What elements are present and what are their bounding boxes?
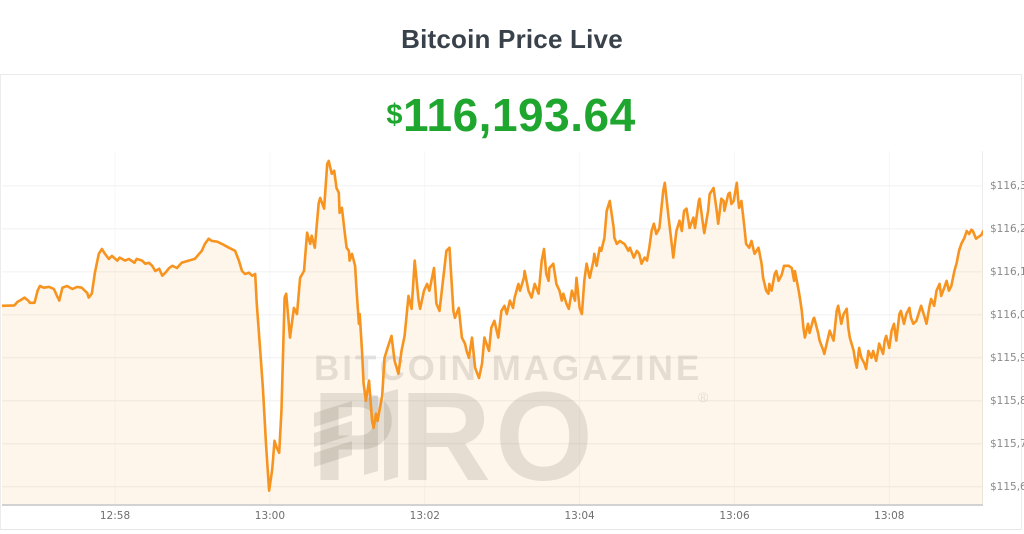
x-axis-tick-label: 12:58 (99, 510, 131, 522)
y-axis-tick-label: $116,100 (990, 265, 1024, 278)
price-number: 116,193.64 (402, 89, 636, 141)
y-axis-tick-label: $115,600 (990, 480, 1024, 493)
y-axis-tick-label: $115,700 (990, 437, 1024, 450)
chart-card: $116,193.64 BITCOIN MAGAZINE PRO (0, 74, 1024, 530)
x-axis-tick-label: 13:08 (874, 510, 905, 522)
price-line (2, 159, 983, 492)
page-title: Bitcoin Price Live (401, 24, 623, 54)
currency-symbol: $ (386, 99, 403, 131)
y-axis-tick-label: $115,900 (990, 351, 1024, 364)
y-axis-tick-label: $116,200 (990, 222, 1024, 235)
x-axis-tick-label: 13:00 (254, 510, 286, 522)
price-chart-plot-area[interactable]: BITCOIN MAGAZINE PRO ® $116,300$116,200$… (2, 151, 1024, 522)
y-axis-tick-label: $115,800 (990, 394, 1024, 407)
chart-grid-and-area-layer (2, 151, 983, 504)
y-axis-tick-label: $116,000 (990, 308, 1024, 321)
x-axis-tick-label: 13:06 (719, 510, 750, 522)
live-price-value: $116,193.64 (1, 88, 1021, 142)
x-axis-tick-label: 13:02 (409, 510, 440, 522)
y-axis-tick-label: $116,300 (990, 179, 1024, 192)
price-area-fill (2, 160, 983, 504)
x-axis-tick-label: 13:04 (564, 510, 595, 522)
chart-price-line-layer (2, 159, 983, 492)
